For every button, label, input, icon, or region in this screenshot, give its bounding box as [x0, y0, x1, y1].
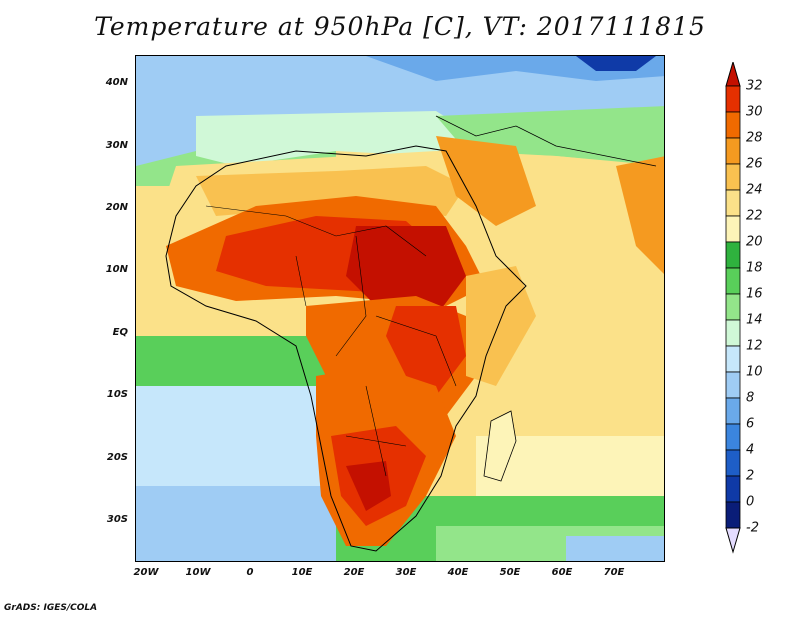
lat-label: 10S — [106, 389, 128, 400]
lon-label: 40E — [447, 567, 469, 578]
lat-label: 10N — [105, 264, 128, 275]
colorbar-label: 14 — [746, 312, 763, 328]
colorbar-cell — [725, 137, 741, 165]
colorbar-cell — [725, 501, 741, 529]
lon-label: 70E — [603, 567, 625, 578]
map-title: Temperature at 950hPa [C], VT: 201711181… — [94, 12, 706, 41]
colorbar-label: 2 — [746, 468, 755, 484]
colorbar — [725, 62, 741, 554]
colorbar-cell — [725, 293, 741, 321]
colorbar-label: 32 — [746, 78, 763, 94]
lon-label: 30E — [395, 567, 417, 578]
lat-label: 20N — [105, 202, 128, 213]
colorbar-cell — [725, 345, 741, 373]
colorbar-label: 30 — [746, 104, 763, 120]
colorbar-label: 16 — [746, 286, 763, 302]
colorbar-cell — [725, 267, 741, 295]
colorbar-label: 8 — [746, 390, 755, 406]
colorbar-label: 6 — [746, 416, 755, 432]
colorbar-label: 10 — [746, 364, 763, 380]
colorbar-label: 4 — [746, 442, 755, 458]
colorbar-label: 12 — [746, 338, 763, 354]
colorbar-svg — [725, 62, 741, 554]
colorbar-label: 18 — [746, 260, 763, 276]
colorbar-cell — [725, 111, 741, 139]
colorbar-cell — [725, 319, 741, 347]
lat-label: 40N — [105, 77, 128, 88]
grads-credit: GrADS: IGES/COLA — [4, 603, 98, 613]
temperature-map — [135, 55, 665, 562]
colorbar-label: 20 — [746, 234, 763, 250]
lon-label: 10E — [291, 567, 313, 578]
colorbar-cell — [725, 475, 741, 503]
colorbar-label: 28 — [746, 130, 763, 146]
colorbar-label: 22 — [746, 208, 763, 224]
colorbar-cell — [725, 163, 741, 191]
lon-label: 20E — [343, 567, 365, 578]
colorbar-cell — [725, 241, 741, 269]
lon-label: 0 — [246, 567, 254, 578]
lon-label: 50E — [499, 567, 521, 578]
lat-label: 20S — [106, 452, 128, 463]
colorbar-label: -2 — [746, 520, 759, 536]
lat-label: 30N — [105, 140, 128, 151]
lon-label: 10W — [185, 567, 211, 578]
colorbar-label: 26 — [746, 156, 763, 172]
colorbar-bottom-triangle — [725, 527, 741, 554]
lat-label: EQ — [112, 327, 128, 338]
lon-label: 20W — [133, 567, 159, 578]
colorbar-top-triangle — [725, 62, 741, 87]
colorbar-label: 0 — [746, 494, 755, 510]
colorbar-cell — [725, 189, 741, 217]
map-field-svg — [136, 56, 664, 561]
colorbar-cell — [725, 215, 741, 243]
lon-label: 60E — [551, 567, 573, 578]
colorbar-cell — [725, 397, 741, 425]
colorbar-cell — [725, 449, 741, 477]
colorbar-cell — [725, 85, 741, 113]
colorbar-cell — [725, 371, 741, 399]
colorbar-cell — [725, 423, 741, 451]
colorbar-label: 24 — [746, 182, 763, 198]
lat-label: 30S — [106, 514, 128, 525]
